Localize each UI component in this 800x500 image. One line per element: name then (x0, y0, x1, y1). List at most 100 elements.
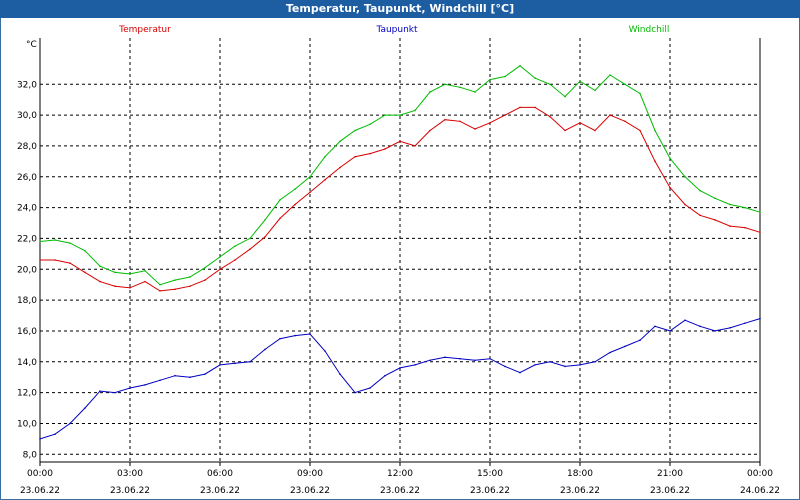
x-tick-time: 03:00 (117, 469, 143, 479)
data-point-temperatur (639, 129, 641, 132)
data-point-temperatur (264, 236, 266, 238)
data-point-temperatur (714, 219, 716, 221)
data-point-temperatur (669, 186, 671, 189)
data-point-windchill (69, 242, 71, 244)
y-tick-label: 20,0 (17, 265, 37, 275)
legend-temperatur: Temperatur (118, 25, 171, 35)
data-point-windchill (699, 189, 701, 192)
data-point-windchill (489, 78, 491, 81)
data-point-windchill (444, 83, 446, 86)
data-point-taupunkt (684, 319, 686, 321)
data-point-windchill (369, 123, 371, 126)
legend-taupunkt: Taupunkt (375, 25, 418, 35)
data-point-taupunkt (714, 330, 716, 332)
data-point-taupunkt (54, 433, 56, 436)
data-point-windchill (264, 219, 266, 221)
data-point-windchill (519, 64, 521, 67)
data-point-taupunkt (639, 339, 641, 341)
data-point-windchill (294, 188, 296, 190)
data-point-temperatur (594, 129, 596, 132)
data-point-temperatur (474, 128, 476, 130)
y-tick-label: 18,0 (17, 296, 37, 306)
data-point-temperatur (294, 203, 296, 206)
data-point-taupunkt (249, 360, 251, 363)
data-point-temperatur (339, 166, 341, 169)
data-point-windchill (309, 175, 311, 178)
series-line-taupunkt (39, 318, 761, 440)
data-point-temperatur (519, 106, 521, 109)
data-point-windchill (99, 265, 101, 267)
y-tick-label: 16,0 (17, 327, 37, 337)
data-point-temperatur (549, 115, 551, 118)
data-point-temperatur (759, 231, 761, 234)
legend-windchill: Windchill (629, 25, 670, 35)
data-point-temperatur (279, 217, 281, 220)
data-point-taupunkt (474, 359, 476, 362)
data-point-taupunkt (384, 374, 386, 377)
y-tick-label: 30,0 (17, 111, 37, 121)
tick-labels: 8,0 10,0 12,0 14,0 16,0 18,0 20,0 22,0 24,0 26,0 2… (17, 80, 780, 496)
data-point-temperatur (84, 271, 86, 274)
x-tick-date: 23.06.22 (290, 486, 330, 496)
data-point-windchill (414, 109, 416, 112)
data-point-taupunkt (444, 356, 446, 358)
data-point-taupunkt (744, 322, 746, 325)
data-point-windchill (549, 83, 551, 86)
data-point-temperatur (369, 152, 371, 155)
data-point-temperatur (99, 280, 101, 283)
data-point-taupunkt (669, 330, 671, 332)
y-tick-label: 32,0 (17, 80, 37, 90)
data-point-temperatur (624, 120, 626, 123)
data-point-taupunkt (624, 345, 626, 348)
data-point-taupunkt (489, 357, 491, 360)
x-tick-time: 00:00 (27, 469, 53, 479)
data-point-windchill (429, 91, 431, 93)
data-point-temperatur (249, 248, 251, 251)
data-point-taupunkt (204, 373, 206, 375)
data-point-taupunkt (219, 364, 221, 366)
x-tick-date: 23.06.22 (200, 486, 240, 496)
data-point-taupunkt (129, 387, 131, 389)
data-point-temperatur (684, 203, 686, 206)
data-point-taupunkt (699, 325, 701, 328)
data-point-taupunkt (609, 351, 611, 354)
y-tick-label: 12,0 (17, 389, 37, 399)
data-point-windchill (729, 203, 731, 206)
x-tick-date: 23.06.22 (650, 486, 690, 496)
data-point-windchill (579, 80, 581, 82)
data-point-temperatur (729, 225, 731, 227)
data-point-taupunkt (369, 387, 371, 389)
y-tick-label: 22,0 (17, 234, 37, 244)
data-point-temperatur (744, 226, 746, 229)
data-point-taupunkt (234, 362, 236, 365)
data-point-windchill (639, 92, 641, 95)
data-point-taupunkt (174, 374, 176, 377)
data-point-windchill (39, 240, 41, 243)
data-point-temperatur (354, 155, 356, 158)
data-point-taupunkt (189, 376, 191, 379)
grid (40, 38, 760, 462)
data-point-windchill (129, 273, 131, 275)
data-point-windchill (219, 256, 221, 258)
data-point-windchill (744, 206, 746, 209)
data-point-windchill (609, 74, 611, 76)
data-point-taupunkt (264, 348, 266, 351)
data-point-taupunkt (279, 337, 281, 340)
data-point-windchill (204, 266, 206, 269)
x-tick-time: 12:00 (387, 469, 413, 479)
data-point-temperatur (189, 285, 191, 288)
data-point-temperatur (204, 279, 206, 281)
chart-title: Temperatur, Taupunkt, Windchill [°C] (0, 0, 800, 18)
data-point-temperatur (444, 118, 446, 121)
data-point-windchill (324, 155, 326, 158)
data-point-taupunkt (504, 365, 506, 368)
data-point-taupunkt (99, 390, 101, 392)
data-point-temperatur (489, 122, 491, 124)
series-lines (39, 64, 761, 440)
y-tick-label: 24,0 (17, 204, 37, 214)
y-axis-unit-label: °C (26, 40, 37, 50)
data-point-taupunkt (654, 325, 656, 328)
x-tick-date: 23.06.22 (20, 486, 60, 496)
data-point-taupunkt (339, 373, 341, 375)
